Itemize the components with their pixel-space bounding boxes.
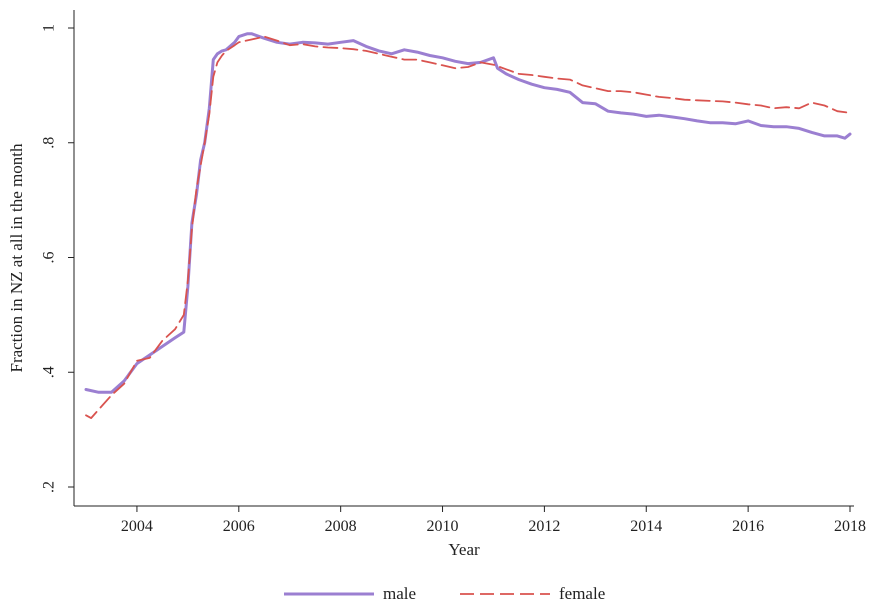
y-tick-label: .4 (41, 366, 58, 378)
legend: male female (284, 584, 605, 603)
x-tick-label: 2004 (121, 518, 153, 535)
x-tick-label: 2014 (630, 518, 662, 535)
plot-area (84, 32, 852, 420)
series-line-male (84, 32, 852, 394)
axes: .2 .4 .6 .8 1 2004 2006 2008 2010 2012 2014 2016 201… (41, 10, 866, 535)
y-axis-title: Fraction in NZ at all in the month (7, 143, 26, 372)
x-tick-label: 2008 (325, 518, 357, 535)
x-tick-label: 2018 (834, 518, 866, 535)
legend-label-female: female (559, 584, 605, 603)
x-tick-label: 2010 (427, 518, 459, 535)
series-line-female (85, 35, 851, 420)
x-axis-title: Year (448, 540, 480, 559)
legend-label-male: male (383, 584, 416, 603)
y-tick-label: .2 (41, 481, 58, 493)
y-tick-label: 1 (41, 24, 58, 32)
x-tick-label: 2016 (732, 518, 764, 535)
y-tick-label: .6 (41, 252, 58, 264)
x-tick-label: 2012 (528, 518, 560, 535)
x-tick-label: 2006 (223, 518, 255, 535)
y-tick-label: .8 (41, 137, 58, 149)
